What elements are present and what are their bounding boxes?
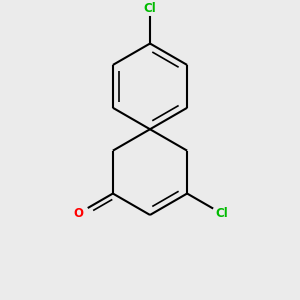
Text: Cl: Cl bbox=[215, 207, 228, 220]
Text: O: O bbox=[73, 207, 83, 220]
Text: Cl: Cl bbox=[144, 2, 156, 15]
